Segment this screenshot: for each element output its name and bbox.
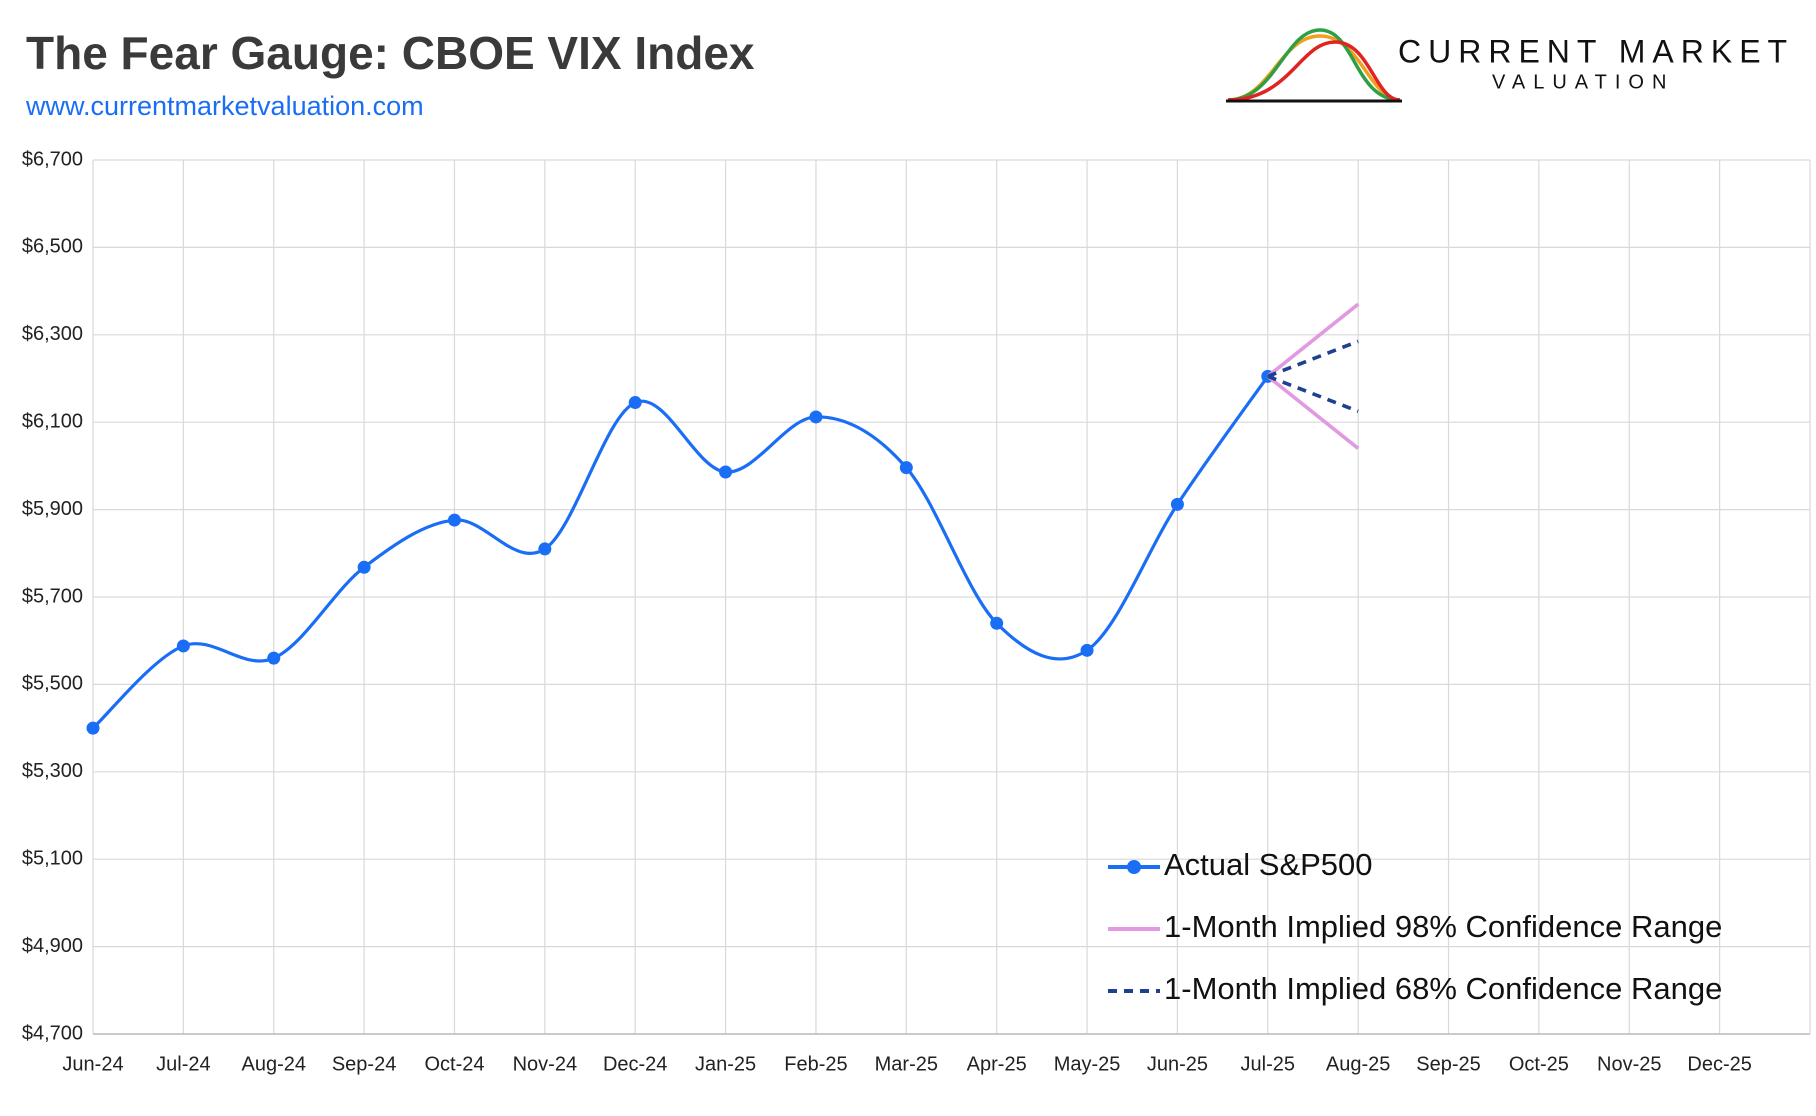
- y-tick-label: $5,100: [22, 847, 83, 869]
- x-tick-label: Dec-24: [603, 1053, 667, 1075]
- data-point: [176, 639, 190, 653]
- logo-curve: [1227, 28, 1401, 102]
- x-tick-label: Jul-24: [156, 1053, 210, 1075]
- legend-marker: [1127, 860, 1141, 874]
- y-tick-label: $6,500: [22, 236, 83, 258]
- data-point: [86, 721, 100, 735]
- x-tick-label: Nov-24: [513, 1053, 577, 1075]
- x-tick-label: Mar-25: [875, 1053, 938, 1075]
- x-tick-label: Jun-25: [1147, 1053, 1208, 1075]
- chart-title: The Fear Gauge: CBOE VIX Index: [26, 27, 755, 79]
- range-line: [1266, 302, 1360, 378]
- logo-text: CURRENT MARKET: [1398, 33, 1794, 69]
- y-tick-label: $4,700: [22, 1022, 83, 1044]
- data-point: [809, 410, 823, 424]
- y-tick-label: $4,900: [22, 935, 83, 957]
- data-point: [899, 461, 913, 475]
- x-tick-label: Dec-25: [1687, 1053, 1751, 1075]
- data-point: [1170, 497, 1184, 511]
- data-point: [357, 560, 371, 574]
- data-point: [990, 616, 1004, 630]
- y-tick-label: $5,300: [22, 760, 83, 782]
- x-tick-label: Jul-25: [1241, 1053, 1295, 1075]
- y-tick-label: $6,100: [22, 410, 83, 432]
- data-point: [267, 651, 281, 665]
- logo-curve: [1227, 40, 1401, 102]
- x-tick-label: Feb-25: [784, 1053, 847, 1075]
- x-tick-label: Oct-25: [1509, 1053, 1569, 1075]
- legend-label: 1-Month Implied 98% Confidence Range: [1164, 909, 1722, 944]
- chart-subtitle: www.currentmarketvaluation.com: [25, 91, 424, 121]
- data-point: [719, 465, 733, 479]
- data-point: [538, 542, 552, 556]
- legend-label: 1-Month Implied 68% Confidence Range: [1164, 971, 1722, 1006]
- range-line: [1266, 374, 1360, 450]
- y-tick-label: $6,700: [22, 148, 83, 170]
- x-tick-label: Sep-25: [1416, 1053, 1481, 1075]
- x-tick-label: Sep-24: [332, 1053, 397, 1075]
- x-tick-label: Nov-25: [1597, 1053, 1661, 1075]
- y-tick-label: $5,900: [22, 498, 83, 520]
- range-line: [1267, 339, 1359, 378]
- data-point: [628, 396, 642, 410]
- logo: [1226, 28, 1402, 103]
- x-tick-label: Apr-25: [967, 1053, 1027, 1075]
- y-tick-label: $6,300: [22, 323, 83, 345]
- logo-text: VALUATION: [1492, 71, 1674, 93]
- series-line: [91, 375, 1270, 730]
- range-line: [1267, 374, 1359, 413]
- x-tick-label: Aug-25: [1326, 1053, 1391, 1075]
- data-point: [447, 513, 461, 527]
- y-tick-label: $5,700: [22, 585, 83, 607]
- x-tick-label: Jan-25: [695, 1053, 756, 1075]
- legend-label: Actual S&P500: [1164, 847, 1373, 882]
- data-point: [1080, 643, 1094, 657]
- x-tick-label: May-25: [1054, 1053, 1121, 1075]
- x-tick-label: Aug-24: [241, 1053, 306, 1075]
- x-tick-label: Oct-24: [424, 1053, 484, 1075]
- x-tick-label: Jun-24: [62, 1053, 123, 1075]
- y-tick-label: $5,500: [22, 673, 83, 695]
